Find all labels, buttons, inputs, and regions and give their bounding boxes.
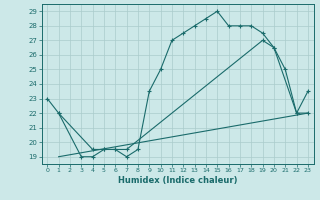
X-axis label: Humidex (Indice chaleur): Humidex (Indice chaleur) [118, 176, 237, 185]
